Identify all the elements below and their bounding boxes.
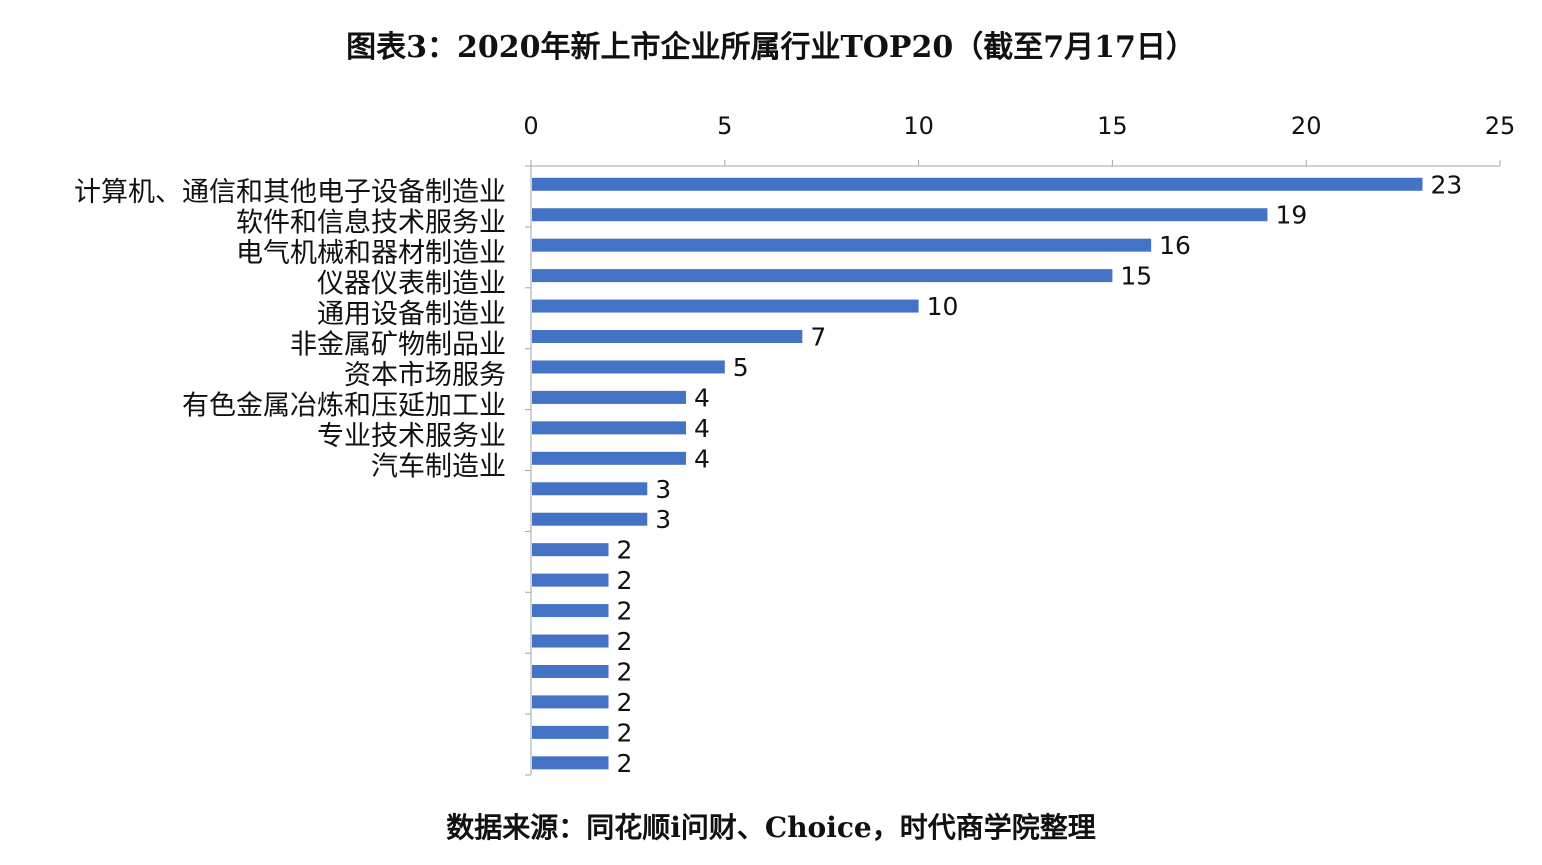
bar — [532, 664, 609, 678]
data-label: 10 — [927, 292, 959, 321]
data-label: 3 — [655, 505, 671, 534]
bar — [532, 330, 803, 344]
data-label: 2 — [617, 627, 633, 656]
data-label: 2 — [617, 597, 633, 626]
category-label: 汽车制造业 — [371, 451, 506, 482]
x-tick-label: 10 — [903, 112, 934, 140]
category-label: 电气机械和器材制造业 — [236, 238, 506, 269]
data-label: 3 — [655, 475, 671, 504]
x-tick-label: 25 — [1485, 112, 1516, 140]
data-label: 23 — [1430, 170, 1462, 199]
category-label: 仪器仪表制造业 — [317, 269, 506, 300]
x-tick-label: 5 — [717, 112, 732, 140]
bar — [532, 573, 609, 587]
data-label: 2 — [617, 718, 633, 747]
data-label: 2 — [617, 566, 633, 595]
data-label: 2 — [617, 749, 633, 778]
data-label: 2 — [617, 657, 633, 686]
data-label: 15 — [1120, 262, 1152, 291]
bar — [532, 695, 609, 709]
data-label: 16 — [1159, 231, 1191, 260]
bar — [532, 299, 919, 313]
data-label: 2 — [617, 688, 633, 717]
bar — [532, 360, 725, 374]
category-label: 资本市场服务 — [344, 360, 506, 391]
category-label: 非金属矿物制品业 — [290, 329, 506, 360]
data-label: 2 — [617, 536, 633, 565]
x-tick-label: 0 — [523, 112, 538, 140]
category-label: 软件和信息技术服务业 — [236, 208, 506, 239]
category-label: 计算机、通信和其他电子设备制造业 — [74, 177, 506, 208]
chart-title: 图表3：2020年新上市企业所属行业TOP20（截至7月17日） — [346, 30, 1196, 65]
data-label: 5 — [733, 353, 749, 382]
bar — [532, 543, 609, 557]
data-label: 4 — [694, 414, 710, 443]
bar — [532, 451, 687, 465]
bar — [532, 177, 1423, 191]
bar — [532, 756, 609, 770]
x-tick-label: 15 — [1097, 112, 1128, 140]
bar — [532, 238, 1152, 252]
bar — [532, 390, 687, 404]
category-label: 有色金属冶炼和压延加工业 — [182, 390, 506, 421]
category-label: 专业技术服务业 — [317, 421, 506, 452]
bar — [532, 269, 1113, 283]
bar — [532, 604, 609, 618]
source-note: 数据来源：同花顺i问财、Choice，时代商学院整理 — [446, 811, 1096, 844]
data-label: 4 — [694, 444, 710, 473]
data-label: 19 — [1275, 201, 1307, 230]
bar — [532, 725, 609, 739]
data-label: 7 — [810, 323, 826, 352]
category-label: 通用设备制造业 — [317, 299, 506, 330]
bar — [532, 634, 609, 648]
x-tick-label: 20 — [1291, 112, 1322, 140]
bar — [532, 512, 648, 526]
data-label: 4 — [694, 383, 710, 412]
bar — [532, 421, 687, 435]
bar — [532, 482, 648, 496]
bar — [532, 208, 1268, 222]
bar-chart: 0 5 10 15 20 25计算机、通信和其他电子设备制造业软件和信息技术服务业电气机械… — [74, 112, 1516, 778]
